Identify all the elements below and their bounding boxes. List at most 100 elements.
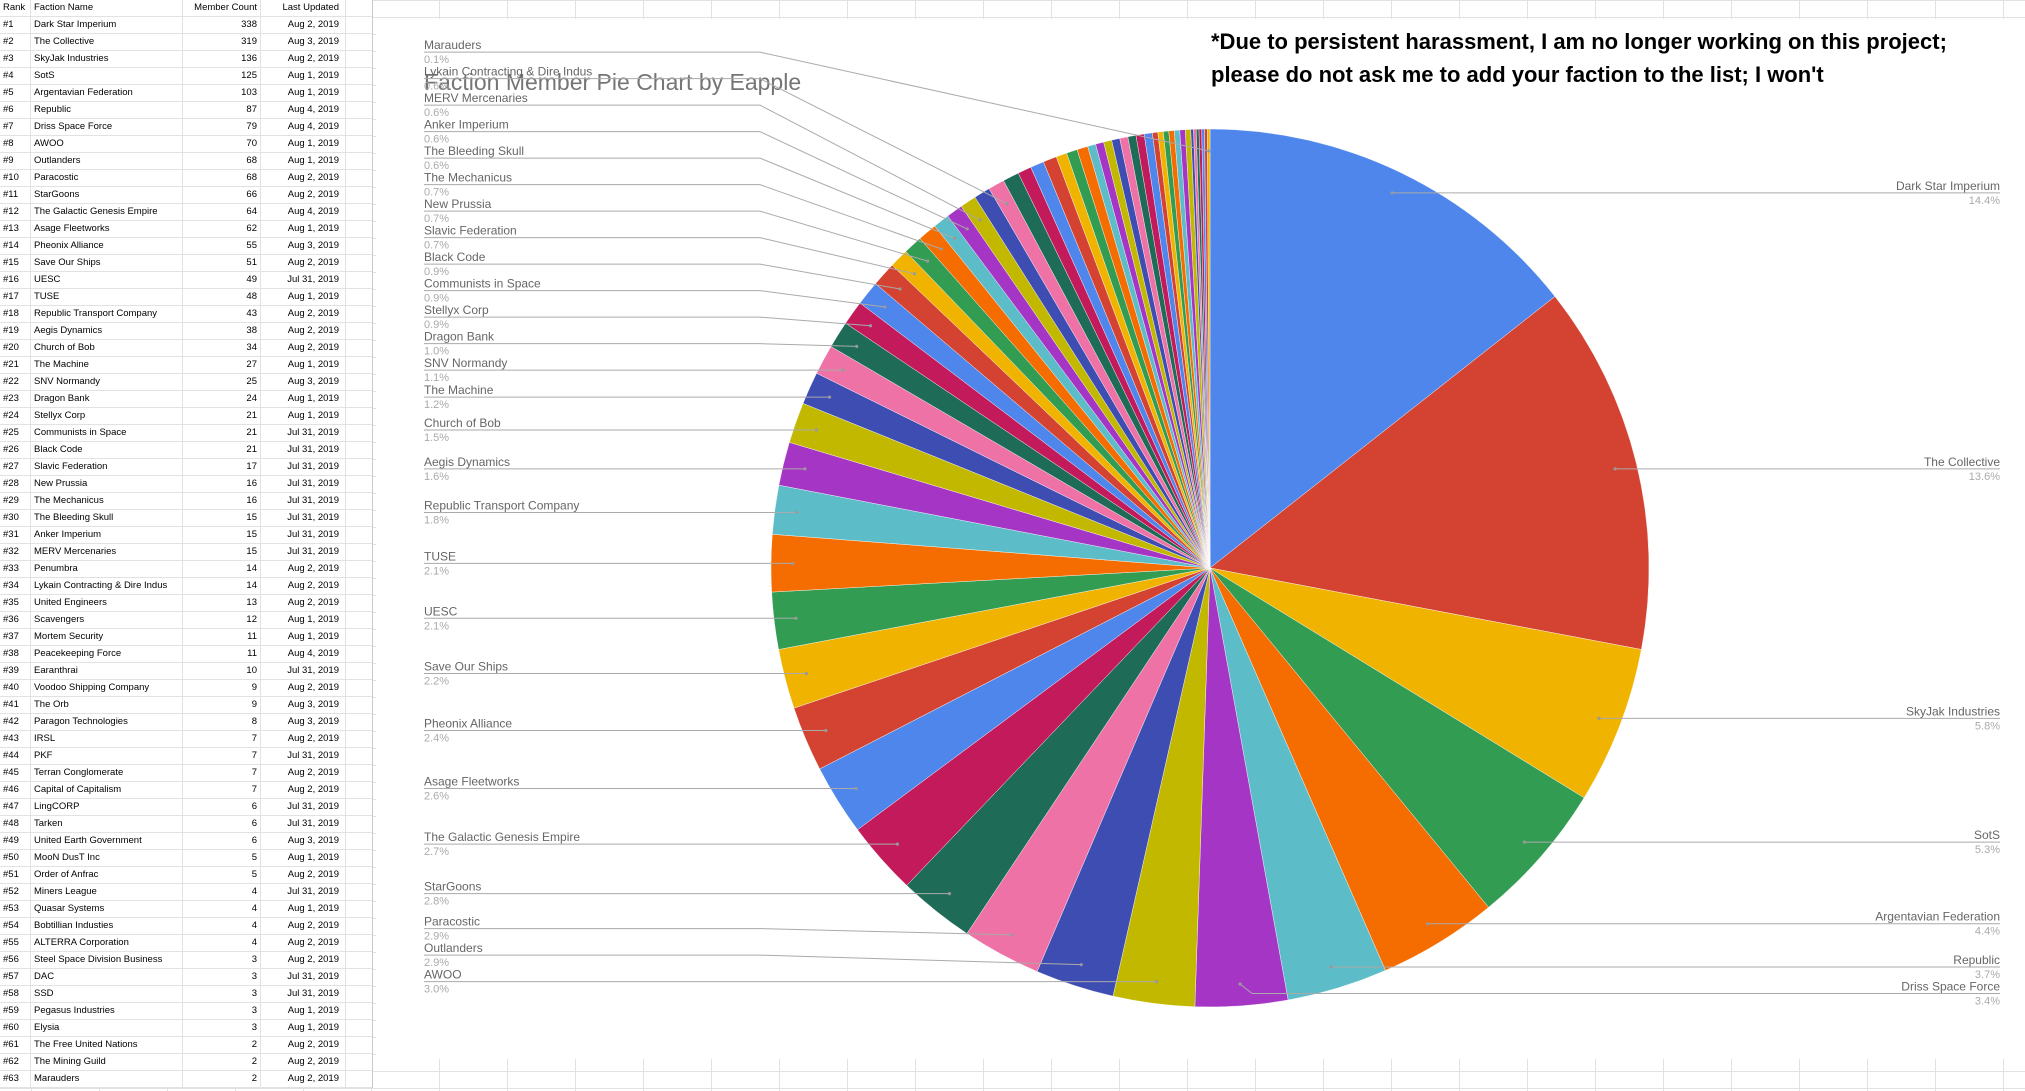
cell: #21	[0, 357, 31, 373]
table-row: #59 Pegasus Industries 3 Aug 1, 2019	[0, 1003, 372, 1020]
leader-dot	[827, 395, 832, 399]
cell: 6	[183, 816, 261, 832]
cell: Aug 1, 2019	[261, 289, 346, 305]
cell: 3	[183, 969, 261, 985]
cell: Aug 2, 2019	[261, 340, 346, 356]
cell: 5	[183, 850, 261, 866]
cell: Marauders	[31, 1071, 183, 1087]
leader-line	[424, 104, 981, 221]
cell: Driss Space Force	[31, 119, 183, 135]
cell: #55	[0, 935, 31, 951]
cell: Jul 31, 2019	[261, 816, 346, 832]
cell: Quasar Systems	[31, 901, 183, 917]
leader-dot	[841, 368, 845, 372]
slice-label: The Galactic Genesis Empire	[424, 830, 580, 844]
table-row: #7 Driss Space Force 79 Aug 4, 2019	[0, 119, 372, 136]
slice-label: Dragon Bank	[424, 330, 495, 344]
cell: 16	[183, 493, 261, 509]
cell: Anker Imperium	[31, 527, 183, 543]
cell: Aug 2, 2019	[261, 1054, 346, 1070]
table-row: #50 MooN DusT Inc 5 Aug 1, 2019	[0, 850, 372, 867]
cell: #62	[0, 1054, 31, 1070]
leader-dot	[912, 272, 917, 276]
cell: 338	[183, 17, 261, 33]
leader-dot	[953, 236, 957, 240]
slice-value-label: 13.6%	[1969, 471, 2000, 483]
cell: Aug 2, 2019	[261, 323, 346, 339]
table-row: #1 Dark Star Imperium 338 Aug 2, 2019	[0, 17, 372, 34]
slice-value-label: 1.6%	[424, 471, 449, 483]
cell: Dark Star Imperium	[31, 17, 183, 33]
slice-label: Pheonix Alliance	[424, 716, 512, 730]
cell: Capital of Capitalism	[31, 782, 183, 798]
cell: 9	[183, 680, 261, 696]
slice-label: Black Code	[424, 250, 486, 264]
cell: Miners League	[31, 884, 183, 900]
table-row: #27 Slavic Federation 17 Jul 31, 2019	[0, 459, 372, 476]
cell: Dragon Bank	[31, 391, 183, 407]
slice-label: AWOO	[424, 968, 462, 982]
cell: ALTERRA Corporation	[31, 935, 183, 951]
cell: Aug 2, 2019	[261, 680, 346, 696]
table-row: #60 Elysia 3 Aug 1, 2019	[0, 1020, 372, 1037]
cell: #29	[0, 493, 31, 509]
slice-value-label: 2.7%	[424, 846, 449, 858]
cell: UESC	[31, 272, 183, 288]
cell: 15	[183, 544, 261, 560]
table-row: #13 Asage Fleetworks 62 Aug 1, 2019	[0, 221, 372, 238]
cell: #41	[0, 697, 31, 713]
cell: Tarken	[31, 816, 183, 832]
cell: Aug 2, 2019	[261, 578, 346, 594]
cell: Aug 2, 2019	[261, 561, 346, 577]
cell: Penumbra	[31, 561, 183, 577]
cell: 27	[183, 357, 261, 373]
leader-dot	[1079, 963, 1083, 967]
cell: 4	[183, 935, 261, 951]
leader-dot	[1597, 716, 1601, 720]
cell: Aug 1, 2019	[261, 153, 346, 169]
cell: #42	[0, 714, 31, 730]
cell: Aug 1, 2019	[261, 901, 346, 917]
cell: Aug 4, 2019	[261, 204, 346, 220]
leader-dot	[895, 842, 900, 846]
cell: Aug 2, 2019	[261, 1037, 346, 1053]
cell: Voodoo Shipping Company	[31, 680, 183, 696]
cell: 2	[183, 1037, 261, 1053]
cell: #48	[0, 816, 31, 832]
cell: #16	[0, 272, 31, 288]
cell: 10	[183, 663, 261, 679]
cell: #46	[0, 782, 31, 798]
cell: #44	[0, 748, 31, 764]
slice-value-label: 2.9%	[424, 957, 449, 969]
table-row: #41 The Orb 9 Aug 3, 2019	[0, 697, 372, 714]
cell: #13	[0, 221, 31, 237]
slice-label: The Mechanicus	[424, 171, 512, 185]
cell: #51	[0, 867, 31, 883]
cell: Terran Conglomerate	[31, 765, 183, 781]
cell: 70	[183, 136, 261, 152]
slice-value-label: 0.9%	[424, 319, 449, 331]
cell: #32	[0, 544, 31, 560]
cell: Aug 2, 2019	[261, 731, 346, 747]
leader-dot	[804, 671, 809, 676]
leader-dot	[898, 287, 902, 291]
leader-dot	[794, 616, 798, 620]
slice-value-label: 1.0%	[424, 346, 449, 358]
table-row: #29 The Mechanicus 16 Jul 31, 2019	[0, 493, 372, 510]
table-row: #17 TUSE 48 Aug 1, 2019	[0, 289, 372, 306]
leader-dot	[1009, 933, 1014, 937]
cell: 55	[183, 238, 261, 254]
cell: Jul 31, 2019	[261, 442, 346, 458]
cell: 4	[183, 918, 261, 934]
cell: Jul 31, 2019	[261, 510, 346, 526]
cell: Aug 1, 2019	[261, 1003, 346, 1019]
slice-label: Anker Imperium	[424, 118, 509, 132]
cell: Aug 2, 2019	[261, 187, 346, 203]
cell: Aug 1, 2019	[261, 85, 346, 101]
cell: Aug 4, 2019	[261, 119, 346, 135]
leader-dot	[1238, 982, 1242, 986]
cell: 11	[183, 646, 261, 662]
slice-value-label: 0.9%	[424, 266, 449, 278]
cell: 3	[183, 952, 261, 968]
cell: Peacekeeping Force	[31, 646, 183, 662]
